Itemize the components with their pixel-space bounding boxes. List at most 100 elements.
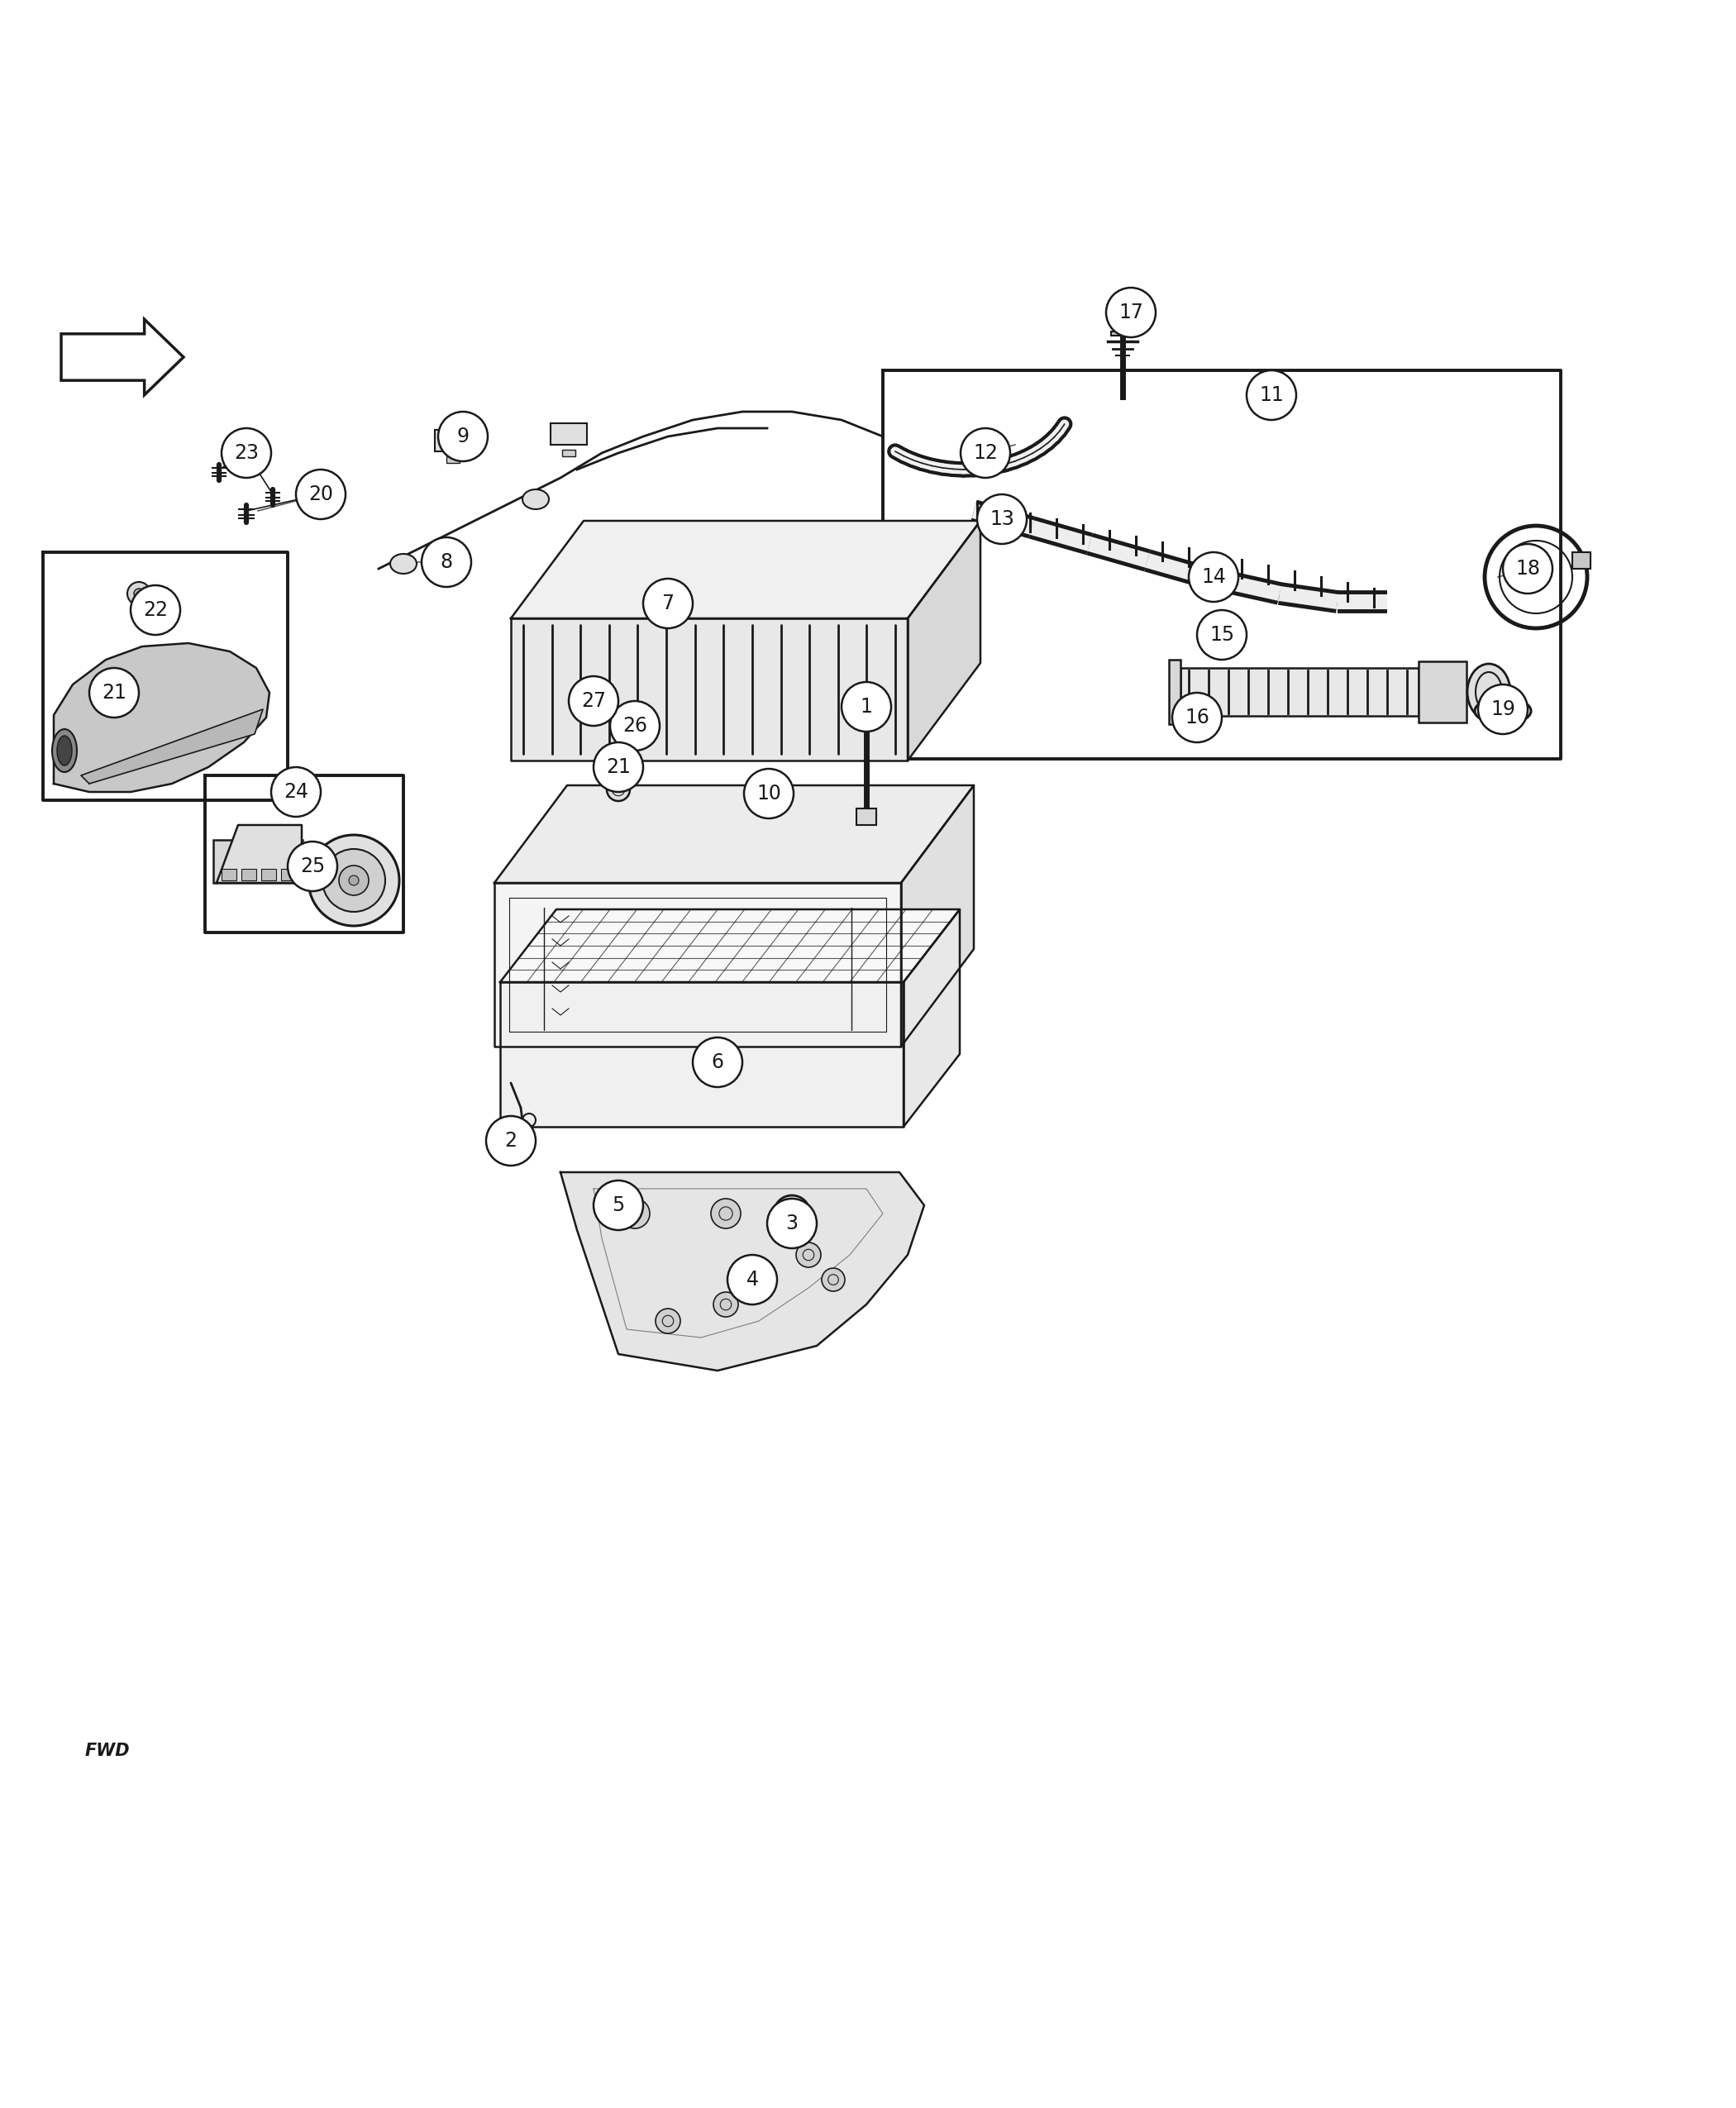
Text: 3: 3 xyxy=(786,1214,799,1233)
Polygon shape xyxy=(510,618,908,761)
Circle shape xyxy=(594,742,642,793)
Circle shape xyxy=(309,835,399,925)
Text: 11: 11 xyxy=(1259,386,1283,405)
Circle shape xyxy=(288,841,337,892)
Circle shape xyxy=(89,668,139,717)
Circle shape xyxy=(712,1199,741,1229)
Circle shape xyxy=(713,1292,738,1318)
Circle shape xyxy=(295,470,345,519)
Text: 22: 22 xyxy=(142,601,168,620)
Circle shape xyxy=(151,613,160,624)
Circle shape xyxy=(642,580,693,628)
Polygon shape xyxy=(561,1172,924,1370)
Circle shape xyxy=(609,702,660,750)
Text: 25: 25 xyxy=(300,856,325,877)
Bar xyxy=(1573,552,1590,569)
Circle shape xyxy=(582,698,606,721)
Circle shape xyxy=(821,1269,845,1292)
Text: 4: 4 xyxy=(746,1269,759,1290)
Text: 9: 9 xyxy=(457,426,469,447)
Bar xyxy=(281,868,295,881)
Circle shape xyxy=(127,582,151,605)
Bar xyxy=(550,424,587,445)
Circle shape xyxy=(130,586,181,635)
Circle shape xyxy=(960,428,1010,479)
Text: 13: 13 xyxy=(990,510,1014,529)
Text: 5: 5 xyxy=(613,1195,625,1214)
Circle shape xyxy=(767,1199,816,1248)
Circle shape xyxy=(323,850,385,913)
Polygon shape xyxy=(495,786,974,883)
Text: 14: 14 xyxy=(1201,567,1226,586)
Polygon shape xyxy=(510,521,981,618)
Text: 18: 18 xyxy=(1516,559,1540,580)
Text: 16: 16 xyxy=(1184,708,1210,727)
Bar xyxy=(260,868,276,881)
Bar xyxy=(856,809,877,824)
Circle shape xyxy=(797,1242,821,1267)
Circle shape xyxy=(486,1115,536,1166)
Text: 24: 24 xyxy=(283,782,309,801)
Circle shape xyxy=(656,1309,681,1334)
Ellipse shape xyxy=(1467,664,1510,721)
Text: 12: 12 xyxy=(974,443,998,464)
Circle shape xyxy=(615,723,639,746)
Bar xyxy=(214,839,302,883)
Text: 17: 17 xyxy=(1118,304,1144,323)
Text: 15: 15 xyxy=(1210,624,1234,645)
Circle shape xyxy=(1172,694,1222,742)
Circle shape xyxy=(727,1254,778,1305)
Circle shape xyxy=(271,767,321,816)
Polygon shape xyxy=(82,708,262,784)
Bar xyxy=(1168,660,1180,725)
Text: 10: 10 xyxy=(757,784,781,803)
Circle shape xyxy=(1106,287,1156,337)
Polygon shape xyxy=(901,786,974,1046)
Ellipse shape xyxy=(57,736,71,765)
Circle shape xyxy=(594,1180,642,1231)
Ellipse shape xyxy=(52,729,76,772)
Circle shape xyxy=(422,538,470,586)
Polygon shape xyxy=(500,909,960,982)
Circle shape xyxy=(745,769,793,818)
Text: 27: 27 xyxy=(582,691,606,710)
Circle shape xyxy=(1198,609,1246,660)
Text: 26: 26 xyxy=(623,717,648,736)
Bar xyxy=(434,430,470,451)
Bar xyxy=(222,868,236,881)
Text: FWD: FWD xyxy=(85,1743,130,1760)
Ellipse shape xyxy=(523,489,549,510)
Text: 23: 23 xyxy=(234,443,259,464)
Text: 7: 7 xyxy=(661,594,674,613)
Ellipse shape xyxy=(1476,698,1531,725)
Polygon shape xyxy=(54,643,269,793)
Bar xyxy=(562,449,575,455)
Bar xyxy=(241,868,257,881)
Circle shape xyxy=(620,1199,649,1229)
Bar xyxy=(1111,331,1134,335)
Text: 2: 2 xyxy=(505,1130,517,1151)
Circle shape xyxy=(842,683,891,731)
Polygon shape xyxy=(217,824,302,883)
Bar xyxy=(446,455,460,464)
Circle shape xyxy=(1246,371,1297,419)
Circle shape xyxy=(349,875,359,885)
Circle shape xyxy=(1189,552,1238,601)
Circle shape xyxy=(437,411,488,462)
Circle shape xyxy=(608,755,630,778)
Text: 8: 8 xyxy=(441,552,453,571)
Text: 1: 1 xyxy=(861,698,873,717)
Circle shape xyxy=(144,607,167,630)
Text: 21: 21 xyxy=(606,757,630,778)
Circle shape xyxy=(774,1195,811,1231)
Polygon shape xyxy=(500,982,903,1128)
Circle shape xyxy=(1477,685,1528,734)
Circle shape xyxy=(1503,544,1552,594)
Circle shape xyxy=(222,428,271,479)
Text: 6: 6 xyxy=(712,1052,724,1073)
Polygon shape xyxy=(908,521,981,761)
Circle shape xyxy=(693,1037,743,1088)
Polygon shape xyxy=(495,883,901,1046)
Circle shape xyxy=(134,588,144,599)
Text: 20: 20 xyxy=(309,485,333,504)
